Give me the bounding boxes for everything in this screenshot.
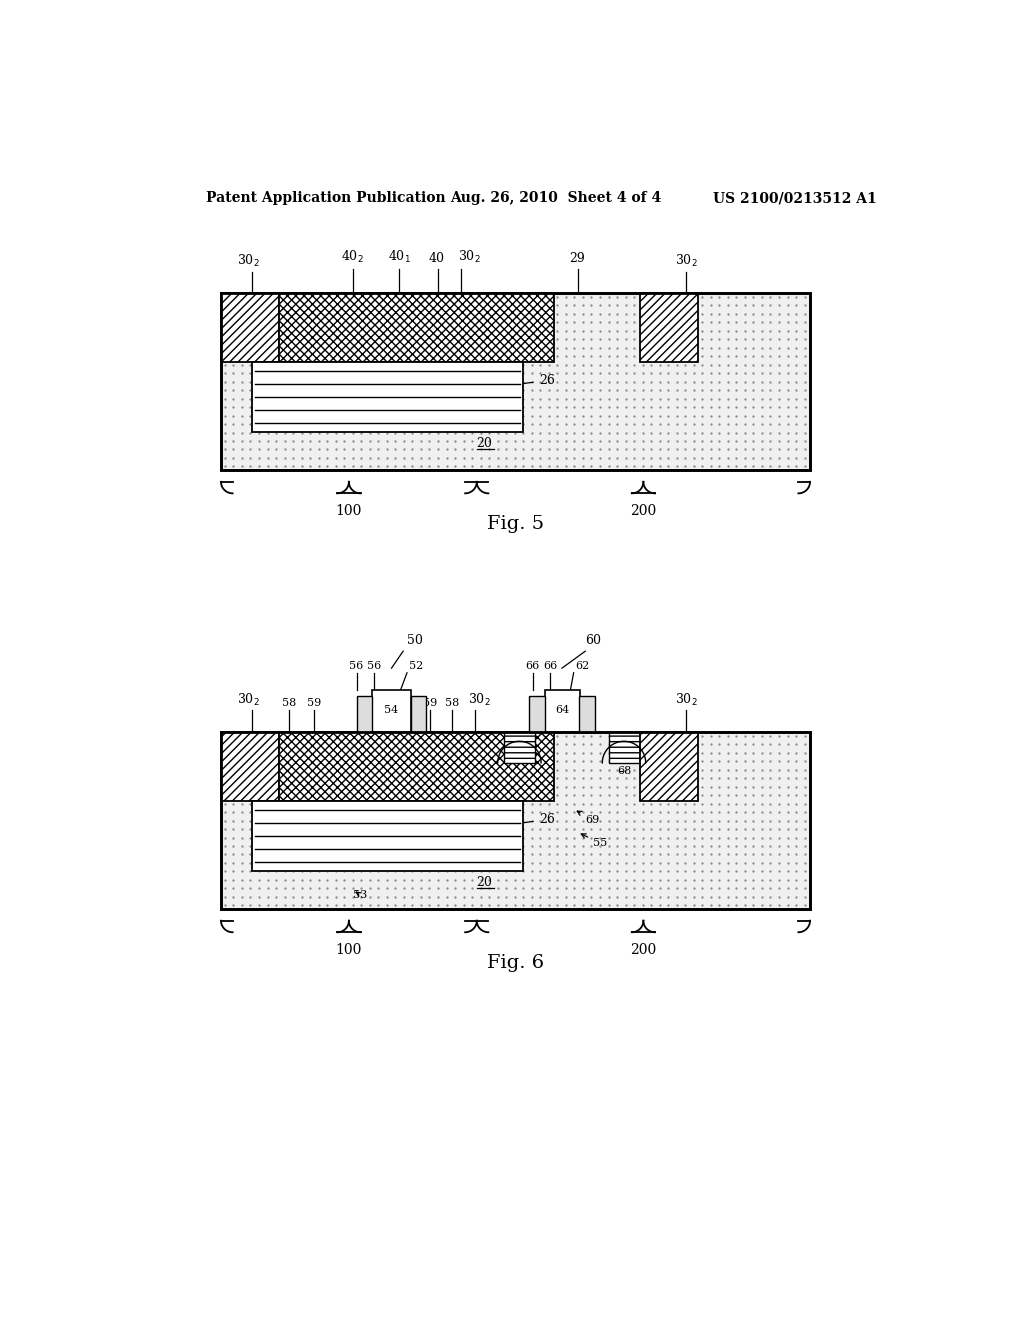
Text: 53: 53 [352,890,367,900]
Text: 100: 100 [336,504,362,519]
Text: 200: 200 [630,504,656,519]
Text: 68: 68 [508,766,522,776]
Text: 30$_2$: 30$_2$ [675,692,697,708]
Text: 100: 100 [336,942,362,957]
Text: 30$_2$: 30$_2$ [468,692,490,708]
Text: 30$_2$: 30$_2$ [675,252,697,268]
Bar [411,696,426,733]
Text: 26: 26 [516,813,555,826]
Text: US 2100/0213512 A1: US 2100/0213512 A1 [713,191,877,206]
Text: 50: 50 [407,635,423,647]
Bar [221,293,810,470]
Text: Patent Application Publication: Patent Application Publication [206,191,445,206]
Bar [529,696,545,733]
Text: 59: 59 [423,698,437,708]
Bar [504,733,535,763]
Bar [252,363,523,432]
Text: Fig. 5: Fig. 5 [487,515,544,533]
Text: 56: 56 [368,661,382,671]
Text: Aug. 26, 2010  Sheet 4 of 4: Aug. 26, 2010 Sheet 4 of 4 [450,191,660,206]
Text: 58: 58 [282,698,296,708]
Text: 40$_2$: 40$_2$ [341,249,365,265]
Text: 30$_2$: 30$_2$ [237,692,259,708]
Bar [221,733,810,909]
Text: 66: 66 [544,661,557,671]
Bar [372,689,411,733]
Text: 68: 68 [616,766,631,776]
Bar [280,293,554,363]
Text: 66: 66 [525,661,540,671]
Text: 20: 20 [476,875,493,888]
Bar [252,801,523,871]
Bar [221,733,280,801]
Bar [579,696,595,733]
Bar [221,733,810,909]
Text: 40: 40 [428,252,444,265]
Text: 20: 20 [476,437,493,450]
Bar [608,733,640,763]
Text: 62: 62 [575,661,590,671]
Bar [640,733,697,801]
Bar [221,293,280,363]
Text: 26: 26 [512,374,555,387]
Bar [640,293,697,363]
Bar [545,689,580,733]
Text: 59: 59 [307,698,322,708]
Text: 55: 55 [582,834,607,847]
Text: 69: 69 [578,812,599,825]
Text: 54: 54 [384,705,398,715]
Text: 40$_1$: 40$_1$ [388,249,411,265]
Bar [280,733,554,801]
Bar [221,293,810,470]
Text: 52: 52 [409,661,423,671]
Text: 30$_2$: 30$_2$ [237,252,259,268]
Text: 56: 56 [349,661,364,671]
Text: 60: 60 [585,635,601,647]
Bar [356,696,372,733]
Text: 29: 29 [569,252,586,265]
Text: 58: 58 [444,698,459,708]
Text: Fig. 6: Fig. 6 [487,954,544,972]
Text: 200: 200 [630,942,656,957]
Text: 30$_2$: 30$_2$ [458,249,480,265]
Text: 64: 64 [555,705,569,715]
